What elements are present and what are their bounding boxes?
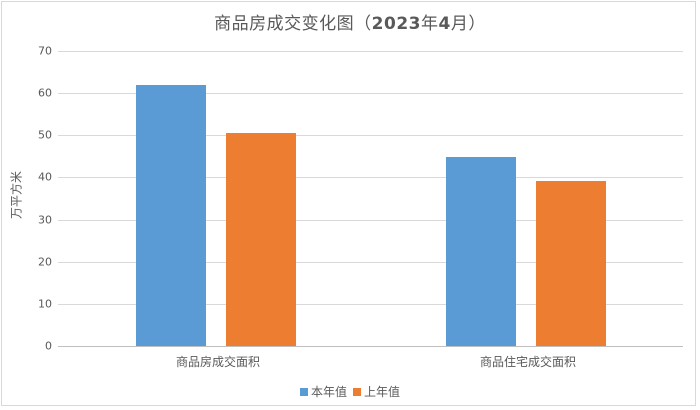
legend: 本年值 上年值: [0, 383, 700, 400]
gridline: [58, 177, 683, 179]
y-tick-label: 0: [45, 339, 52, 353]
y-tick-label: 70: [38, 44, 52, 58]
x-category-label: 商品房成交面积: [175, 355, 261, 369]
x-category-label: 商品住宅成交面积: [479, 355, 577, 369]
gridline: [58, 219, 683, 221]
y-tick-label: 10: [38, 297, 52, 311]
gridline: [58, 135, 683, 137]
legend-item-previous-year: 上年值: [353, 383, 400, 400]
x-axis-line: [58, 346, 683, 347]
chart-title: 商品房成交变化图（2023年4月）: [214, 14, 486, 34]
gridline: [58, 51, 683, 52]
y-tick-label: 20: [38, 255, 52, 269]
bar-previous-year: [226, 132, 296, 346]
y-tick-label: 40: [38, 170, 52, 184]
y-tick-label: 50: [38, 128, 52, 142]
y-tick-label: 60: [38, 86, 52, 100]
legend-item-current-year: 本年值: [299, 383, 347, 400]
gridline: [58, 261, 683, 263]
bar-previous-year: [536, 181, 606, 346]
legend-swatch-orange: [353, 387, 361, 396]
bar-current-year: [446, 157, 516, 346]
bar-current-year: [136, 84, 206, 346]
y-tick-label: 30: [38, 213, 52, 227]
gridline: [58, 93, 683, 95]
legend-swatch-blue: [299, 387, 308, 396]
gridline: [58, 303, 683, 305]
